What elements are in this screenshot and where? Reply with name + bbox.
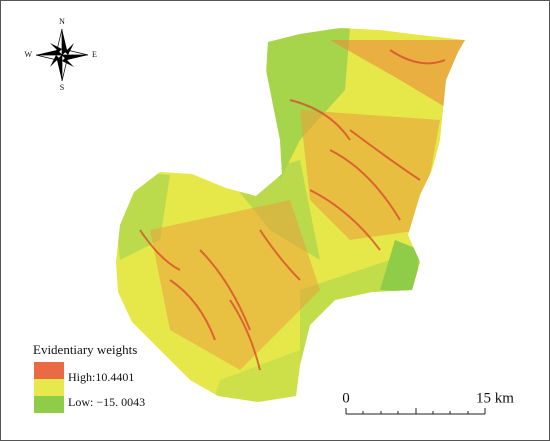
scale-bar <box>345 408 486 415</box>
legend-swatch-high <box>34 362 64 379</box>
scale-start: 0 <box>342 390 350 406</box>
legend-title: Evidentiary weights <box>33 342 137 357</box>
scale-end: 15 km <box>476 390 514 406</box>
compass: N E S W <box>24 17 97 92</box>
legend-low: Low: −15. 0043 <box>68 395 145 409</box>
legend-high: High:10.4401 <box>68 370 134 384</box>
compass-s: S <box>60 83 64 92</box>
legend: Evidentiary weights High:10.4401 Low: −1… <box>33 342 145 413</box>
compass-n: N <box>59 17 65 26</box>
compass-w: W <box>24 50 32 59</box>
compass-e: E <box>92 50 97 59</box>
legend-swatch-mid <box>34 379 64 396</box>
legend-swatch-low <box>34 396 64 413</box>
